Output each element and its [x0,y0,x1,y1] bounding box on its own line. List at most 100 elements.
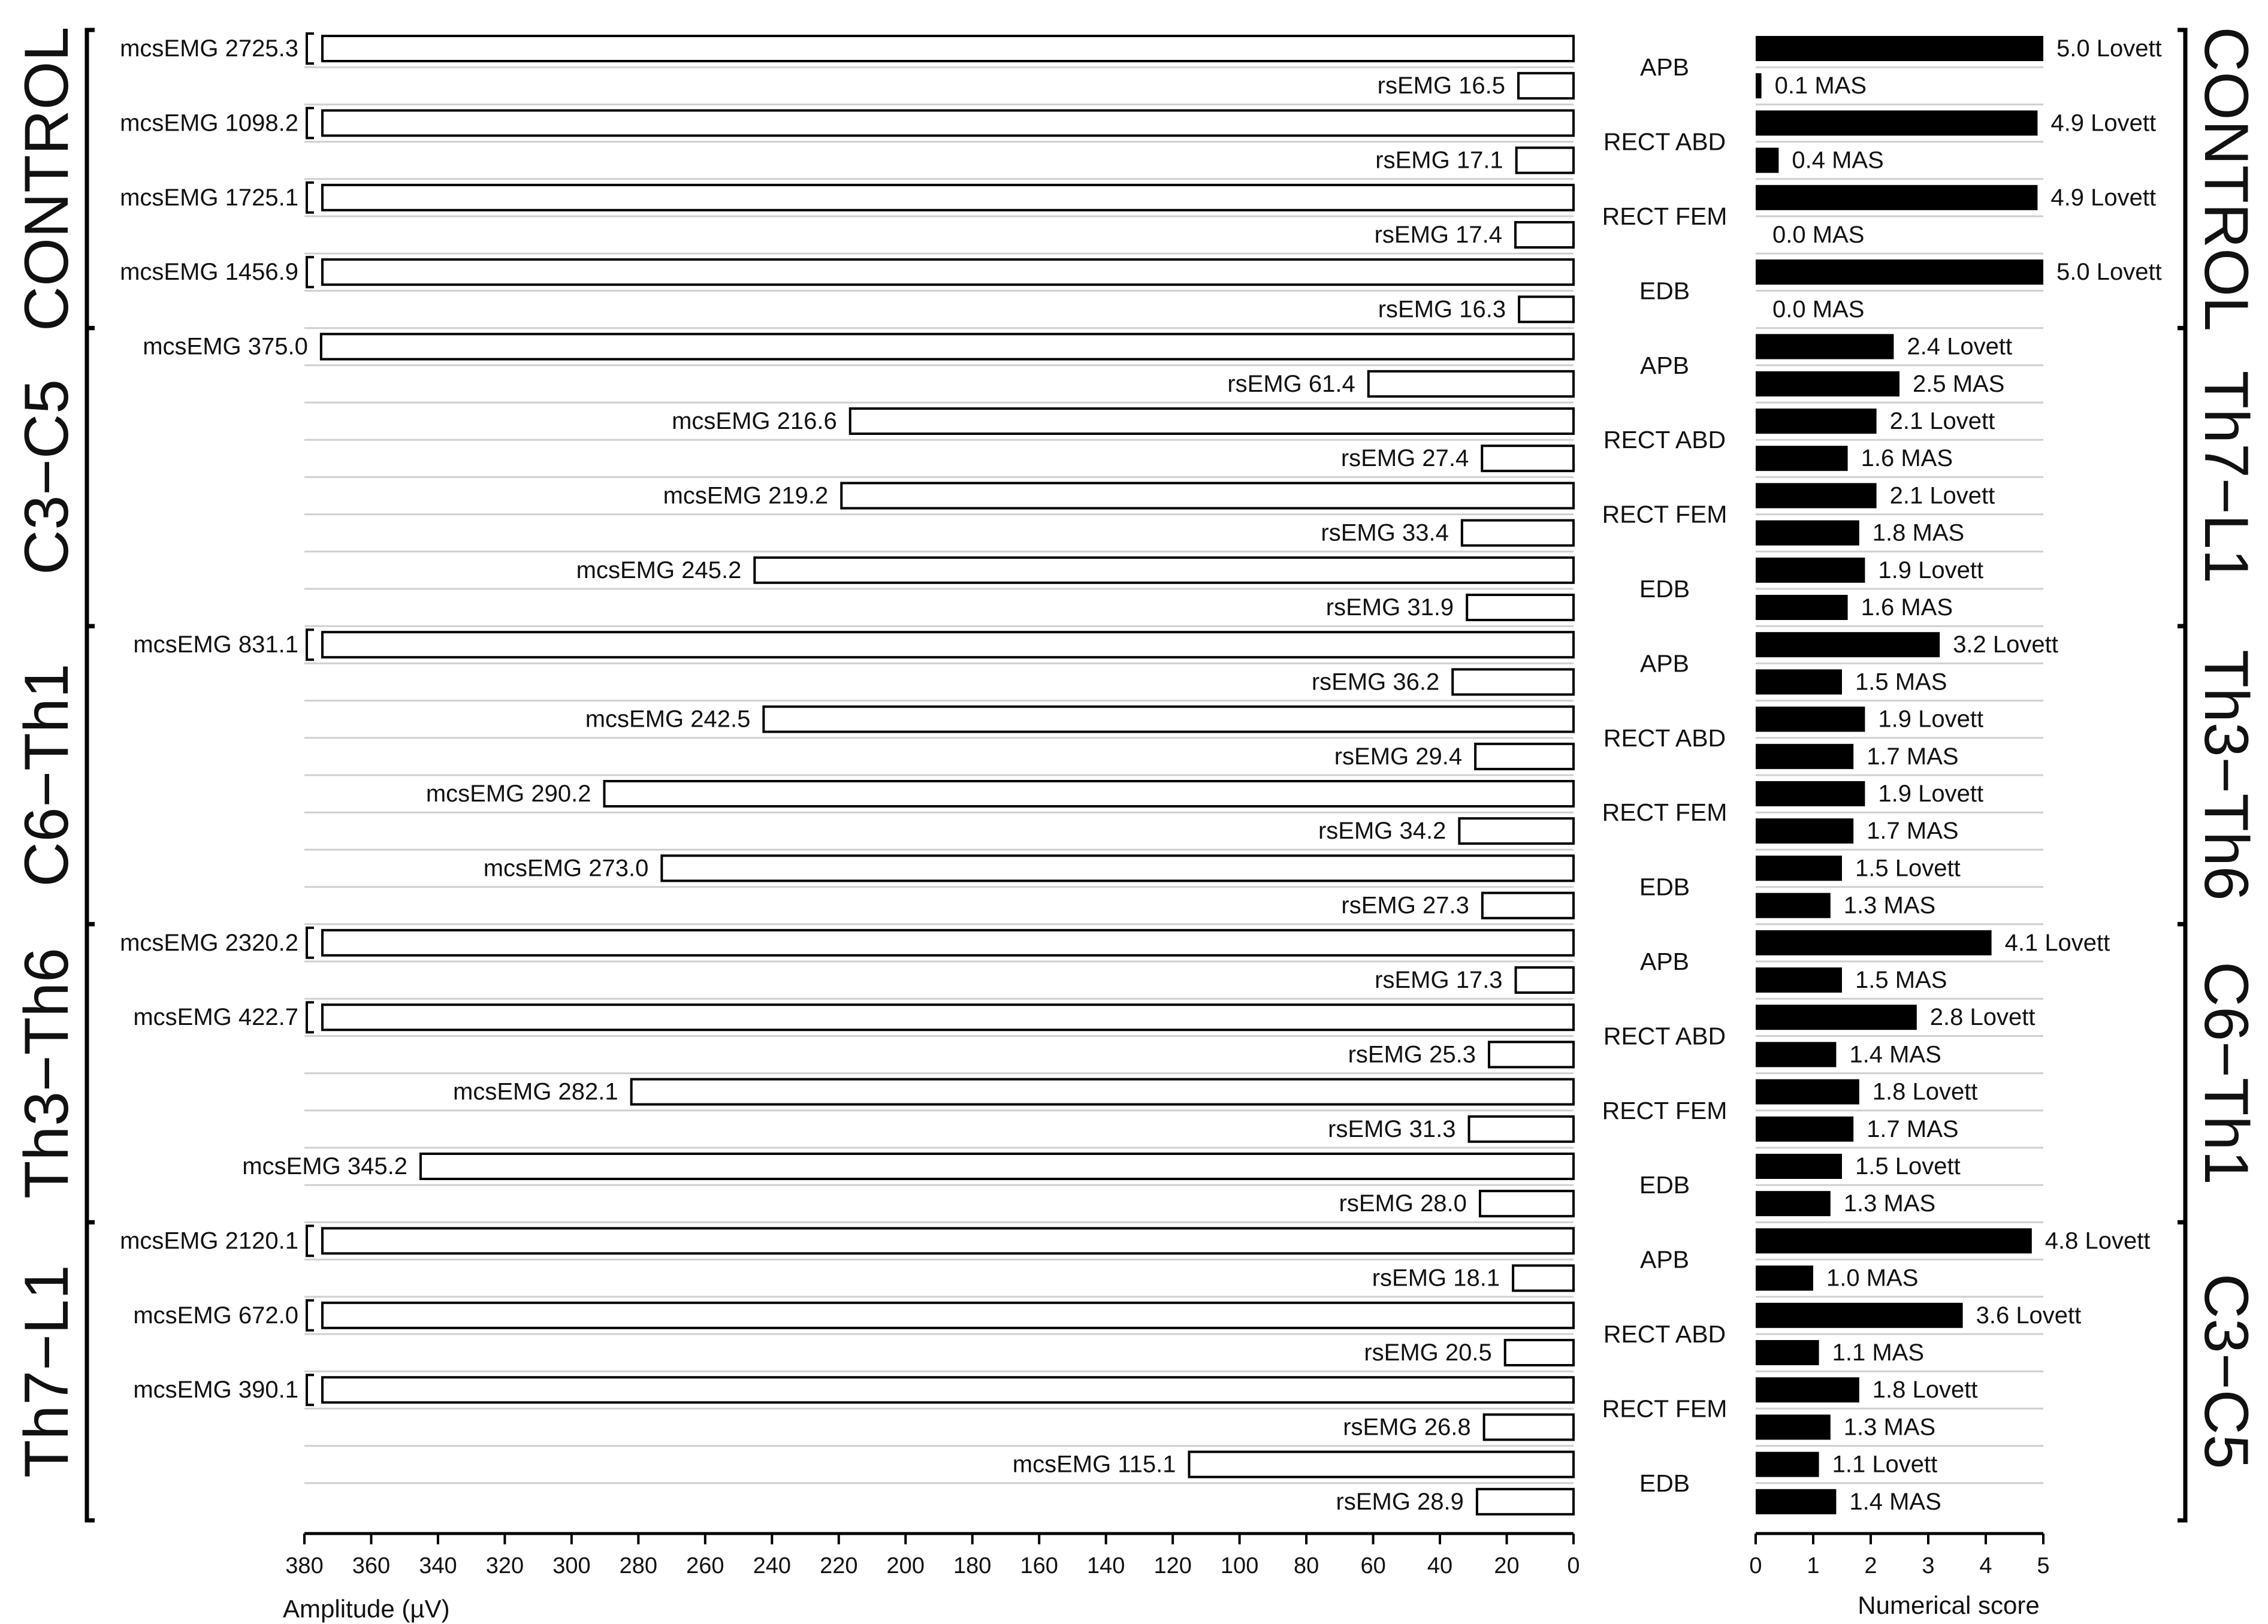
muscle-label: RECT FEM [1602,799,1728,826]
rsemg-label: rsEMG 17.3 [1375,967,1502,993]
mcsemg-bar [321,1376,1575,1404]
mcsemg-bar [848,407,1575,435]
lovett-label: 1.5 Lovett [1855,855,1961,881]
muscle-label: APB [1640,948,1689,975]
lovett-label: 1.5 Lovett [1855,1153,1961,1180]
mcsemg-label: mcsEMG 672.0 [133,1302,298,1329]
mas-bar [1756,818,1854,844]
amplitude-tick-label: 100 [1221,1553,1258,1578]
lovett-bar [1756,1005,1917,1030]
axis-break-marker [306,628,314,661]
amplitude-tick-label: 340 [419,1553,457,1578]
amplitude-tick-label: 120 [1153,1553,1191,1578]
mas-label: 1.7 MAS [1867,743,1958,770]
rsemg-bar [1481,444,1575,473]
mcsemg-bar [321,929,1575,957]
mas-label: 1.7 MAS [1867,818,1958,844]
muscle-label: RECT ABD [1603,128,1726,156]
lovett-bar [1756,930,1992,955]
mcsemg-label: mcsEMG 245.2 [576,557,742,583]
mcsemg-label: mcsEMG 375.0 [143,334,308,360]
mcsemg-label: mcsEMG 2320.2 [120,930,298,956]
lovett-label: 4.1 Lovett [2005,930,2110,956]
mas-label: 1.4 MAS [1849,1489,1941,1515]
lovett-label: 2.8 Lovett [1930,1004,2036,1030]
lovett-label: 1.9 Lovett [1878,706,1983,733]
mcsemg-bar [321,109,1575,137]
mcsemg-label: mcsEMG 1456.9 [120,259,298,285]
muscle-labels: APB RECT ABD RECT FEM EDB APB RECT ABD RECT FE… [1602,53,1728,1497]
rsemg-label: rsEMG 29.4 [1334,743,1462,770]
right-group-label: CONTROL [2191,27,2261,331]
rsemg-label: rsEMG 27.3 [1341,893,1469,919]
right-group-bracket [2178,28,2188,331]
axis-break-marker [306,32,314,65]
score-tick-label: 2 [1864,1553,1877,1578]
muscle-label: APB [1640,53,1689,81]
mas-bar [1756,1191,1831,1217]
axis-break-marker [306,1299,314,1332]
lovett-label: 1.8 Lovett [1873,1377,1978,1403]
right-group-bracket [2178,326,2188,628]
rsemg-bar [1467,1115,1575,1143]
right-group-label: Th7−L1 [2191,371,2261,584]
right-group-label: C6−Th1 [2191,961,2261,1185]
mas-label: 0.0 MAS [1772,296,1864,322]
amplitude-tick-label: 0 [1567,1553,1580,1578]
mas-label: 2.5 MAS [1913,371,2004,397]
amplitude-tick-label: 360 [352,1553,390,1578]
mcsemg-bar [319,332,1575,361]
group-brackets: CONTROL CONTROL C3−C5 Th7−L1 C6−Th1 Th3−Th6 Th… [12,27,2261,1523]
muscle-label: RECT ABD [1603,426,1726,453]
rsemg-bar [1518,295,1575,323]
left-group-label: Th7−L1 [12,1265,81,1478]
right-group-bracket [2178,624,2188,927]
mas-label: 0.4 MAS [1792,147,1883,174]
lovett-label: 3.6 Lovett [1976,1302,2082,1329]
muscle-label: RECT ABD [1603,1320,1726,1348]
amplitude-tick-label: 200 [887,1553,925,1578]
lovett-label: 5.0 Lovett [2056,259,2162,285]
left-group-label: CONTROL [12,27,81,331]
rsemg-bar [1478,1190,1575,1218]
mcsemg-bar [321,35,1575,62]
axis-break-marker [306,1224,314,1257]
score-tick-label: 5 [2037,1553,2049,1578]
muscle-label: EDB [1639,1469,1690,1497]
amplitude-tick-label: 300 [552,1553,590,1578]
score-axis-title: Numerical score [1858,1591,2039,1619]
axis-break-marker [306,926,314,959]
lovett-label: 3.2 Lovett [1953,631,2058,658]
rsemg-label: rsEMG 33.4 [1321,520,1448,546]
amplitude-tick-label: 80 [1294,1553,1319,1578]
rsemg-bar [1514,221,1575,249]
rsemg-bar [1517,72,1575,100]
mcsemg-bar [660,854,1575,882]
rsemg-label: rsEMG 16.3 [1378,296,1506,322]
mcsemg-label: mcsEMG 216.6 [672,408,837,434]
lovett-bar [1756,855,1842,881]
mcsemg-bar [321,258,1575,286]
lovett-label: 4.9 Lovett [2050,110,2156,136]
mcsemg-bar [321,183,1575,211]
rsemg-label: rsEMG 34.2 [1318,818,1446,844]
amplitude-tick-label: 20 [1494,1553,1519,1578]
muscle-label: RECT FEM [1602,1097,1728,1124]
lovett-label: 5.0 Lovett [2056,35,2162,62]
score-bars: 5.0 Lovett 0.1 MAS 4.9 Lovett 0.4 MAS 4.9 Lo… [1756,35,2162,1515]
mas-label: 1.8 MAS [1873,520,1964,546]
mcsemg-label: mcsEMG 345.2 [242,1153,407,1180]
amplitude-tick-label: 280 [620,1553,657,1578]
lovett-bar [1756,1302,1963,1328]
lovett-bar [1756,706,1865,732]
mcsemg-label: mcsEMG 219.2 [663,482,829,509]
muscle-label: APB [1640,352,1689,379]
lovett-bar [1756,36,2043,61]
mas-label: 1.7 MAS [1867,1116,1958,1142]
amplitude-axis: Amplitude (µV) 380 360 340 320 300 280 260 240 2… [283,1532,1580,1623]
mcsemg-label: mcsEMG 831.1 [133,631,298,658]
axis-break-marker [306,256,314,289]
mcsemg-label: mcsEMG 2120.1 [120,1227,298,1254]
rsemg-bar [1475,1487,1575,1516]
left-group-label: C3−C5 [12,379,81,575]
